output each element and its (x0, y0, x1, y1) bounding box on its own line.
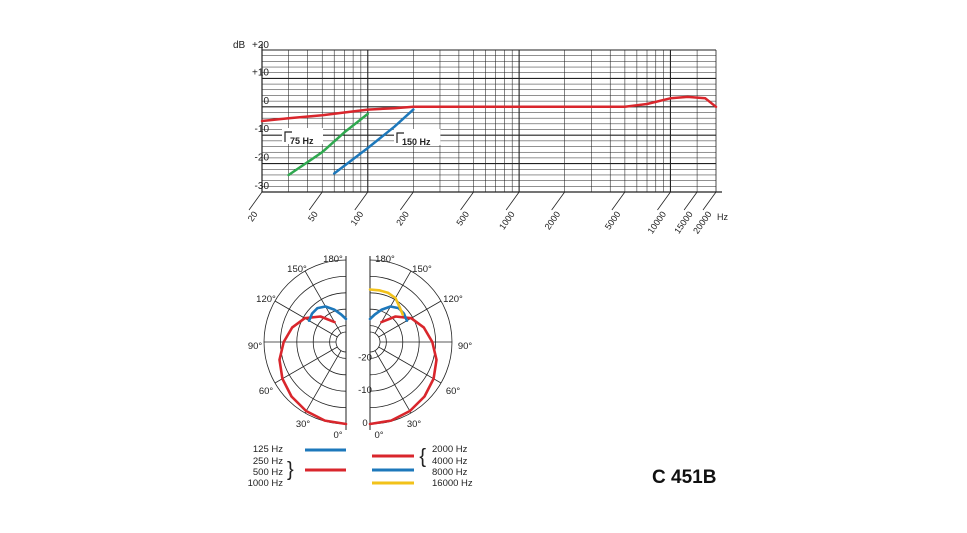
angle-label: 120° (443, 294, 463, 305)
x-tick-label: 2000 (543, 209, 563, 231)
legend-label: 2000 Hz (432, 444, 468, 455)
x-tick-mark (460, 191, 474, 211)
x-axis-unit-label: Hz (717, 212, 728, 222)
annotation-box (282, 128, 323, 144)
angle-label: 180° (375, 254, 395, 265)
series-line-blue (332, 108, 415, 175)
legend-label: 500 Hz (253, 467, 283, 478)
x-tick-mark (683, 191, 698, 211)
polar-spoke (274, 346, 338, 384)
polar-curve-right-red (368, 315, 438, 426)
x-tick-label: 1000 (497, 209, 517, 231)
annotation-label: 75 Hz (290, 136, 314, 146)
x-tick-label: 200 (394, 209, 411, 227)
y-tick-label: -10 (255, 124, 270, 135)
angle-label: 30° (407, 419, 422, 430)
x-tick-mark (248, 191, 263, 211)
x-tick-mark (657, 191, 671, 211)
model-label: C 451B (652, 467, 717, 488)
radial-tick-label: -10 (358, 385, 372, 396)
y-tick-label: -20 (255, 153, 270, 164)
polar-pattern-chart: -20 -10 0 0° 0° 30° 30° 60° 60° 90° 90° 120° 120° 150… (248, 254, 473, 441)
radial-tick-label: -20 (358, 352, 372, 363)
angle-label: 180° (323, 254, 343, 265)
legend-label: 250 Hz (253, 456, 283, 467)
polar-curve-left-blue (307, 305, 348, 323)
legend-label: 16000 Hz (432, 478, 473, 489)
polar-ring (369, 331, 381, 353)
legend-label: 125 Hz (253, 444, 283, 455)
angle-label: 150° (412, 264, 432, 275)
annotation-label: 150 Hz (402, 137, 431, 147)
radial-tick-label: 0 (362, 418, 367, 429)
angle-label: 60° (259, 386, 274, 397)
legend-label: 8000 Hz (432, 467, 468, 478)
series-line-red (260, 95, 718, 123)
y-tick-label: -30 (255, 181, 270, 192)
x-tick-label: 10000 (646, 209, 669, 235)
x-tick-mark (354, 191, 369, 211)
frequency-response-chart: +20 +10 0 -10 -20 -30 dB 20 50 100 200 500 1000 2000 5… (233, 40, 728, 236)
polar-spoke (378, 346, 442, 384)
x-tick-label: 20000 (691, 209, 714, 235)
annotation-box (394, 129, 441, 145)
angle-label: 150° (287, 264, 307, 275)
x-tick-mark (611, 191, 626, 211)
x-tick-label: 15000 (672, 209, 695, 235)
legend-brace: { (419, 446, 426, 468)
angle-label: 60° (446, 386, 461, 397)
angle-label: 90° (458, 341, 473, 352)
y-tick-label: 0 (263, 96, 269, 107)
x-tick-mark (551, 191, 565, 211)
polar-spoke (304, 350, 342, 414)
polar-curve-left-red (278, 315, 348, 426)
polar-curve-right-blue (368, 305, 409, 323)
angle-label: 0° (333, 430, 342, 441)
series-line-green (287, 112, 370, 177)
x-tick-mark (400, 191, 414, 211)
x-tick-label: 50 (306, 209, 320, 223)
legend-label: 4000 Hz (432, 456, 468, 467)
angle-label: 120° (256, 294, 276, 305)
x-tick-label: 500 (454, 209, 471, 227)
angle-label: 0° (374, 430, 383, 441)
x-tick-label: 20 (246, 209, 260, 223)
angle-label: 30° (296, 419, 311, 430)
x-tick-mark (505, 191, 520, 211)
x-tick-mark (702, 191, 717, 211)
y-tick-label: +10 (252, 67, 269, 78)
angle-label: 90° (248, 341, 263, 352)
legend-brace: } (287, 459, 294, 481)
x-tick-label: 100 (349, 209, 366, 227)
x-tick-label: 5000 (603, 209, 623, 231)
y-tick-label: +20 (252, 40, 269, 51)
polar-ring (335, 331, 347, 353)
polar-spoke (374, 350, 412, 414)
filter-icon (396, 132, 404, 143)
x-tick-mark (308, 191, 323, 211)
filter-icon (284, 131, 292, 142)
legend-label: 1000 Hz (248, 478, 284, 489)
polar-curve-right-yellow (368, 288, 405, 316)
y-axis-label: dB (233, 40, 246, 51)
